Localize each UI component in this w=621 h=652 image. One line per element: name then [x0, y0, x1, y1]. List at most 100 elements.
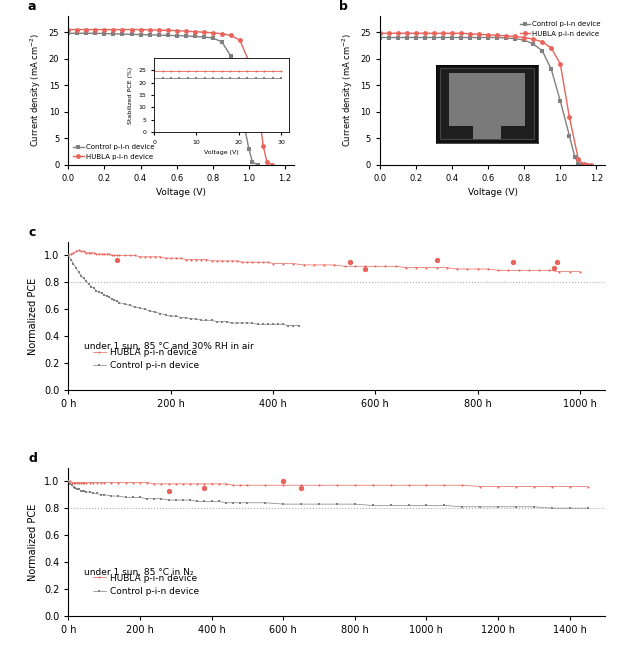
Control p-i-n device: [67, 256, 75, 263]
Control p-i-n device: [83, 29, 90, 37]
HUBLA p-i-n device: [245, 57, 253, 65]
Point: [509, 257, 519, 267]
HUBLA p-i-n device: [254, 102, 261, 110]
HUBLA p-i-n device: [439, 29, 446, 37]
HUBLA p-i-n device: [182, 27, 189, 35]
HUBLA p-i-n device: [584, 161, 591, 169]
Control p-i-n device: [494, 34, 501, 42]
HUBLA p-i-n device: [512, 33, 519, 40]
Line: Control p-i-n device: Control p-i-n device: [378, 35, 590, 167]
Y-axis label: Current density (mA cm$^{-2}$): Current density (mA cm$^{-2}$): [340, 33, 355, 147]
HUBLA p-i-n device: [448, 29, 456, 37]
HUBLA p-i-n device: [173, 27, 180, 35]
Point: [550, 262, 560, 273]
Control p-i-n device: [385, 34, 392, 42]
HUBLA p-i-n device: [403, 29, 410, 37]
HUBLA p-i-n device: [83, 479, 90, 486]
Control p-i-n device: [137, 31, 144, 38]
HUBLA p-i-n device: [236, 37, 243, 44]
HUBLA p-i-n device: [155, 26, 162, 34]
Control p-i-n device: [394, 34, 402, 42]
HUBLA p-i-n device: [65, 25, 72, 33]
Text: d: d: [28, 452, 37, 465]
HUBLA p-i-n device: [65, 477, 72, 485]
HUBLA p-i-n device: [371, 262, 379, 270]
Line: Control p-i-n device: Control p-i-n device: [66, 31, 260, 167]
HUBLA p-i-n device: [209, 29, 217, 37]
Control p-i-n device: [430, 34, 438, 42]
HUBLA p-i-n device: [376, 29, 384, 37]
Control p-i-n device: [119, 30, 126, 38]
Control p-i-n device: [173, 32, 180, 40]
HUBLA p-i-n device: [484, 31, 492, 38]
HUBLA p-i-n device: [74, 25, 81, 33]
HUBLA p-i-n device: [587, 161, 595, 169]
HUBLA p-i-n device: [279, 259, 287, 267]
Control p-i-n device: [284, 321, 292, 329]
HUBLA p-i-n device: [93, 479, 101, 486]
HUBLA p-i-n device: [574, 156, 582, 164]
HUBLA p-i-n device: [580, 160, 587, 168]
HUBLA p-i-n device: [556, 268, 563, 276]
HUBLA p-i-n device: [191, 28, 199, 36]
Point: [278, 476, 288, 486]
Control p-i-n device: [110, 30, 117, 38]
Control p-i-n device: [457, 34, 465, 42]
Control p-i-n device: [566, 504, 573, 512]
Control p-i-n device: [584, 161, 591, 169]
HUBLA p-i-n device: [164, 27, 171, 35]
Control p-i-n device: [93, 490, 101, 497]
Control p-i-n device: [116, 299, 123, 306]
Control p-i-n device: [188, 315, 195, 323]
Point: [296, 482, 306, 493]
HUBLA p-i-n device: [136, 479, 143, 486]
Line: Control p-i-n device: Control p-i-n device: [67, 480, 589, 509]
Point: [345, 257, 355, 267]
HUBLA p-i-n device: [75, 479, 83, 486]
Legend: Control p-i-n device, HUBLA p-i-n device: Control p-i-n device, HUBLA p-i-n device: [72, 143, 155, 161]
Control p-i-n device: [172, 312, 179, 320]
HUBLA p-i-n device: [110, 25, 117, 33]
Line: Control p-i-n device: Control p-i-n device: [67, 254, 299, 327]
HUBLA p-i-n device: [566, 113, 573, 121]
HUBLA p-i-n device: [421, 29, 428, 37]
Control p-i-n device: [578, 161, 586, 169]
HUBLA p-i-n device: [146, 26, 153, 34]
HUBLA p-i-n device: [556, 60, 564, 68]
HUBLA p-i-n device: [227, 31, 235, 39]
Control p-i-n device: [548, 65, 555, 73]
Control p-i-n device: [65, 29, 72, 37]
HUBLA p-i-n device: [502, 32, 510, 40]
Control p-i-n device: [421, 34, 428, 42]
Control p-i-n device: [191, 33, 199, 40]
Control p-i-n device: [254, 161, 261, 169]
Control p-i-n device: [227, 52, 235, 60]
Control p-i-n device: [65, 477, 72, 485]
HUBLA p-i-n device: [101, 25, 108, 33]
HUBLA p-i-n device: [494, 482, 502, 490]
Legend: HUBLA p-i-n device, Control p-i-n device: HUBLA p-i-n device, Control p-i-n device: [89, 570, 202, 600]
Line: HUBLA p-i-n device: HUBLA p-i-n device: [378, 31, 594, 167]
Control p-i-n device: [92, 29, 99, 37]
Text: c: c: [28, 226, 35, 239]
HUBLA p-i-n device: [269, 161, 276, 169]
Control p-i-n device: [164, 31, 171, 39]
HUBLA p-i-n device: [385, 29, 392, 37]
Control p-i-n device: [520, 37, 528, 44]
Control p-i-n device: [574, 160, 582, 168]
Control p-i-n device: [439, 34, 446, 42]
HUBLA p-i-n device: [466, 30, 474, 38]
Y-axis label: Current density (mA cm$^{-2}$): Current density (mA cm$^{-2}$): [29, 33, 43, 147]
HUBLA p-i-n device: [457, 29, 465, 37]
Control p-i-n device: [466, 34, 474, 42]
Control p-i-n device: [548, 504, 555, 512]
HUBLA p-i-n device: [128, 25, 135, 33]
HUBLA p-i-n device: [119, 25, 126, 33]
X-axis label: Voltage (V): Voltage (V): [156, 188, 206, 198]
Control p-i-n device: [75, 485, 83, 493]
Control p-i-n device: [556, 97, 564, 105]
HUBLA p-i-n device: [75, 246, 82, 254]
HUBLA p-i-n device: [566, 482, 573, 490]
Point: [552, 257, 562, 267]
HUBLA p-i-n device: [430, 29, 438, 37]
